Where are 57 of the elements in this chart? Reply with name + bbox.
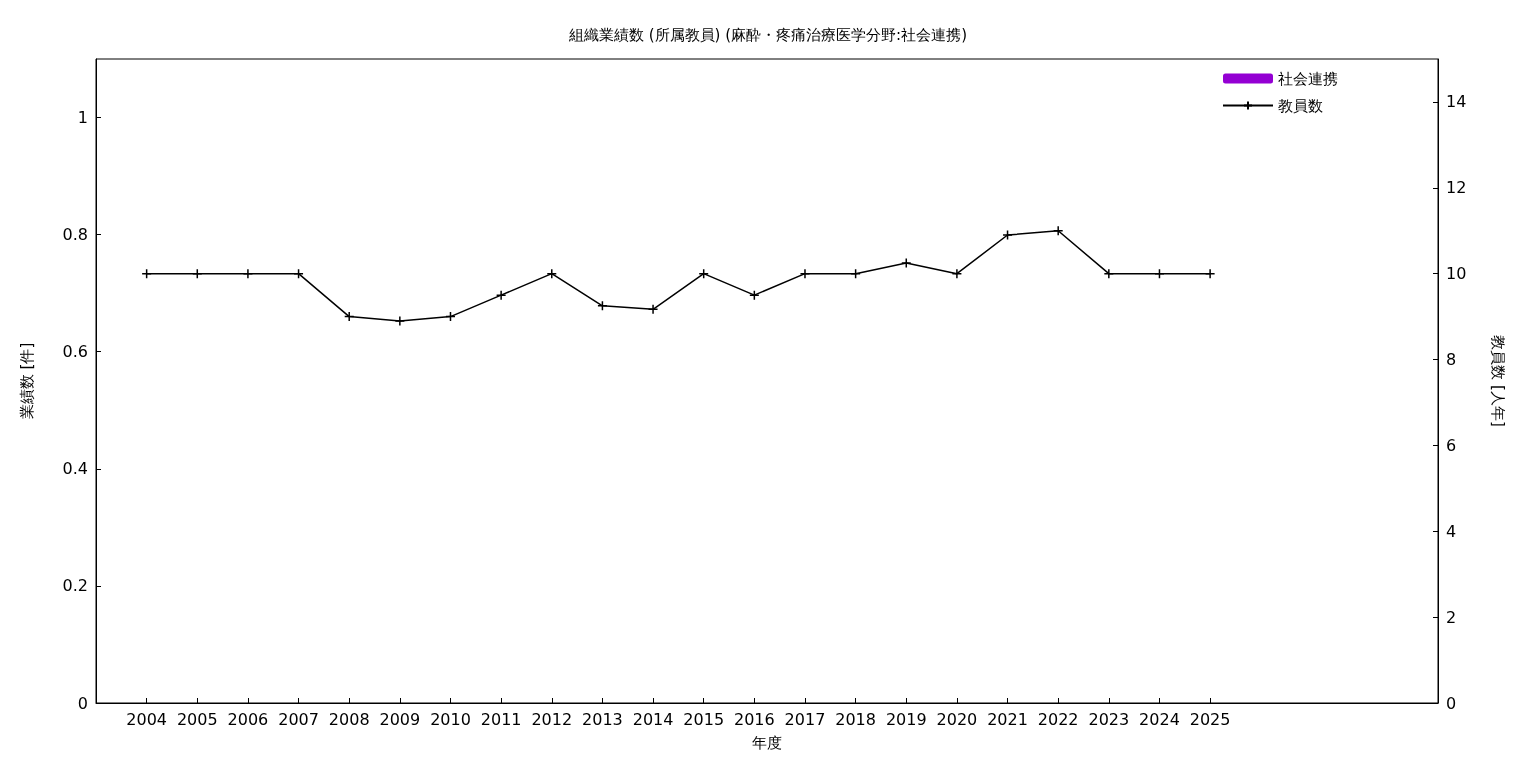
x-tick-label: 2020 bbox=[936, 709, 978, 729]
x-tick-label: 2016 bbox=[733, 709, 775, 729]
y2-tick-label: 8 bbox=[1446, 350, 1457, 370]
y-tick-label: 1 bbox=[77, 108, 88, 128]
x-axis-title: 年度 bbox=[752, 733, 782, 752]
y2-tick-label: 2 bbox=[1446, 607, 1457, 627]
point bbox=[1204, 268, 1216, 279]
x-tick-label: 2014 bbox=[632, 709, 674, 729]
y2-tick-label: 4 bbox=[1446, 521, 1457, 541]
point bbox=[242, 268, 254, 279]
x-tick-label: 2021 bbox=[987, 709, 1028, 729]
x-tick-label: 2012 bbox=[531, 709, 573, 729]
y-axis-title: 業績数 [件] bbox=[17, 342, 36, 420]
x-tick-label: 2008 bbox=[328, 709, 370, 729]
x-tick-label: 2023 bbox=[1088, 709, 1130, 729]
x-tick-label: 2011 bbox=[480, 709, 522, 729]
x-tick-label: 2004 bbox=[126, 709, 167, 729]
x-tick-label: 2018 bbox=[835, 709, 876, 729]
point bbox=[1052, 225, 1064, 236]
legend-label: 教員数 bbox=[1278, 96, 1323, 115]
y-tick-label: 0.4 bbox=[62, 459, 88, 479]
x-tick-label: 2025 bbox=[1189, 709, 1231, 729]
chart-title: 組織業績数 (所属教員) (麻酔・疼痛治療医学分野:社会連携) bbox=[568, 25, 967, 44]
x-tick-label: 2007 bbox=[278, 709, 319, 729]
point bbox=[901, 257, 912, 269]
y2-tick-label: 0 bbox=[1446, 693, 1457, 713]
point bbox=[1002, 229, 1013, 241]
x-tick-label: 2006 bbox=[227, 709, 269, 729]
x-tick-label: 2015 bbox=[683, 709, 725, 729]
point bbox=[394, 315, 406, 327]
x-tick-label: 2022 bbox=[1037, 709, 1079, 729]
y2-tick-label: 10 bbox=[1446, 264, 1467, 284]
y2-tick-label: 12 bbox=[1446, 178, 1467, 198]
legend-label: 社会連携 bbox=[1278, 69, 1338, 88]
point bbox=[343, 311, 355, 322]
point bbox=[951, 268, 963, 279]
x-tick-label: 2013 bbox=[582, 709, 623, 729]
point bbox=[1103, 268, 1115, 279]
x-tick-label: 2009 bbox=[379, 709, 421, 729]
point bbox=[495, 289, 507, 301]
point bbox=[647, 304, 659, 315]
point bbox=[749, 289, 760, 301]
x-tick-label: 2005 bbox=[176, 709, 218, 729]
y2-tick-label: 6 bbox=[1446, 435, 1457, 455]
y2-tick-label: 14 bbox=[1446, 92, 1467, 112]
y-tick-label: 0.2 bbox=[62, 576, 88, 596]
y-tick-label: 0.8 bbox=[62, 225, 88, 245]
point bbox=[799, 268, 811, 279]
x-tick-label: 2019 bbox=[885, 709, 927, 729]
x-tick-label: 2024 bbox=[1139, 709, 1180, 729]
y2-axis-title: 教員数 [人年] bbox=[1488, 335, 1507, 427]
point bbox=[546, 268, 558, 279]
y-tick-label: 0.6 bbox=[62, 342, 88, 362]
y-tick-label: 0 bbox=[77, 693, 88, 713]
x-tick-label: 2017 bbox=[784, 709, 826, 729]
x-tick-label: 2010 bbox=[430, 709, 471, 729]
point bbox=[597, 300, 608, 312]
